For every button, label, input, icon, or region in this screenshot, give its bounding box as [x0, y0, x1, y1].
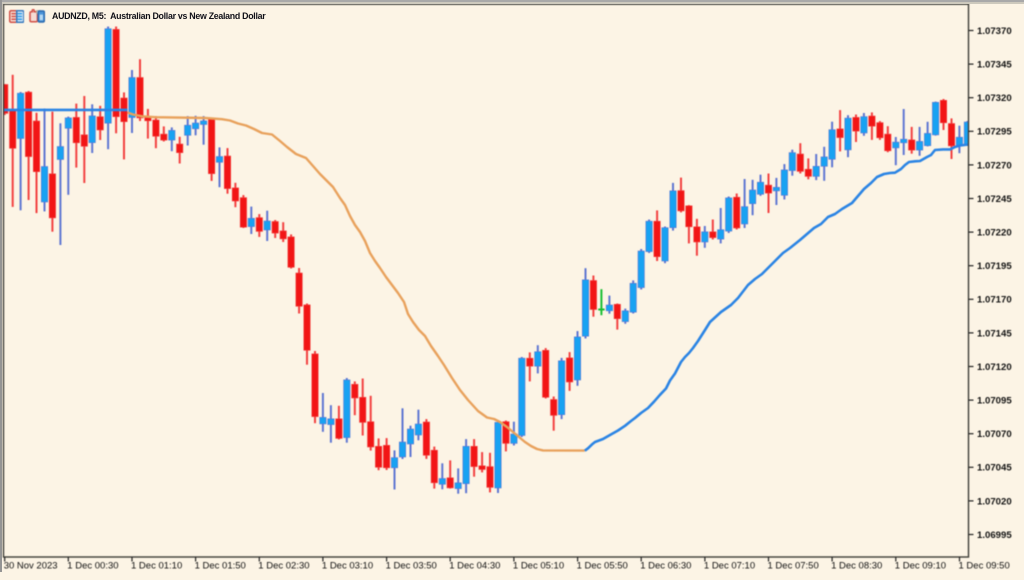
svg-text:1 Dec 07:50: 1 Dec 07:50	[768, 560, 819, 571]
svg-text:1.07345: 1.07345	[977, 60, 1012, 71]
svg-text:1.07295: 1.07295	[977, 127, 1012, 138]
svg-text:1.06995: 1.06995	[977, 530, 1012, 541]
svg-text:1.07095: 1.07095	[977, 396, 1012, 407]
svg-text:1 Dec 09:10: 1 Dec 09:10	[895, 560, 946, 571]
svg-text:1.07245: 1.07245	[977, 194, 1012, 205]
svg-text:1 Dec 03:50: 1 Dec 03:50	[386, 560, 437, 571]
svg-text:1 Dec 02:30: 1 Dec 02:30	[258, 560, 309, 571]
svg-text:1.07170: 1.07170	[977, 295, 1012, 306]
svg-text:1 Dec 08:30: 1 Dec 08:30	[831, 560, 882, 571]
svg-text:1 Dec 07:10: 1 Dec 07:10	[704, 560, 755, 571]
svg-text:1.07070: 1.07070	[977, 429, 1012, 440]
svg-text:1.07045: 1.07045	[977, 463, 1012, 474]
svg-text:1.07320: 1.07320	[977, 93, 1012, 104]
svg-text:1 Dec 01:10: 1 Dec 01:10	[131, 560, 182, 571]
svg-text:30 Nov 2023: 30 Nov 2023	[4, 560, 58, 571]
svg-text:1.07020: 1.07020	[977, 496, 1012, 507]
svg-text:1 Dec 03:10: 1 Dec 03:10	[322, 560, 373, 571]
svg-text:1 Dec 09:50: 1 Dec 09:50	[959, 560, 1010, 571]
svg-text:1 Dec 01:50: 1 Dec 01:50	[195, 560, 246, 571]
svg-text:1 Dec 00:30: 1 Dec 00:30	[67, 560, 118, 571]
svg-text:1.07270: 1.07270	[977, 160, 1012, 171]
svg-text:1.07120: 1.07120	[977, 362, 1012, 373]
svg-text:1 Dec 06:30: 1 Dec 06:30	[640, 560, 691, 571]
svg-text:1 Dec 05:50: 1 Dec 05:50	[577, 560, 628, 571]
svg-text:1.07195: 1.07195	[977, 261, 1012, 272]
svg-text:1 Dec 05:10: 1 Dec 05:10	[513, 560, 564, 571]
svg-text:1.07145: 1.07145	[977, 328, 1012, 339]
svg-text:1 Dec 04:30: 1 Dec 04:30	[449, 560, 500, 571]
svg-text:1.07220: 1.07220	[977, 228, 1012, 239]
svg-text:1.07370: 1.07370	[977, 26, 1012, 37]
